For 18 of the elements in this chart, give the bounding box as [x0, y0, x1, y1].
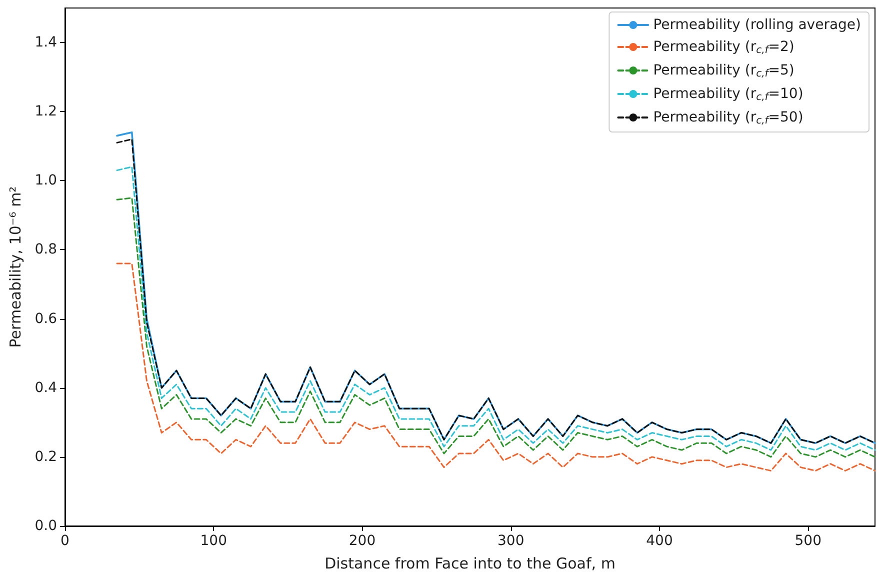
- y-tick-label: 0.2: [34, 448, 57, 465]
- y-tick-label: 1.2: [34, 104, 57, 120]
- legend-label: Permeability (rolling average): [653, 17, 862, 33]
- x-tick-label: 100: [200, 533, 227, 549]
- x-tick-label: 500: [794, 533, 822, 549]
- y-tick-label: 0.0: [34, 518, 57, 534]
- y-tick-label: 1.0: [34, 172, 57, 189]
- x-tick-label: 200: [348, 533, 376, 549]
- y-tick-label: 0.4: [34, 380, 58, 396]
- y-axis-title: Permeability, 10⁻⁶ m²: [6, 186, 24, 348]
- y-tick-label: 1.4: [34, 34, 58, 51]
- x-tick-label: 0: [60, 533, 70, 549]
- y-tick-label: 0.6: [34, 310, 58, 327]
- y-tick-label: 0.8: [34, 242, 57, 258]
- line-series: [116, 262, 876, 472]
- x-tick-label: 400: [646, 533, 673, 549]
- x-axis-title: Distance from Face into to the Goaf, m: [324, 554, 616, 572]
- x-tick-label: 300: [498, 533, 524, 549]
